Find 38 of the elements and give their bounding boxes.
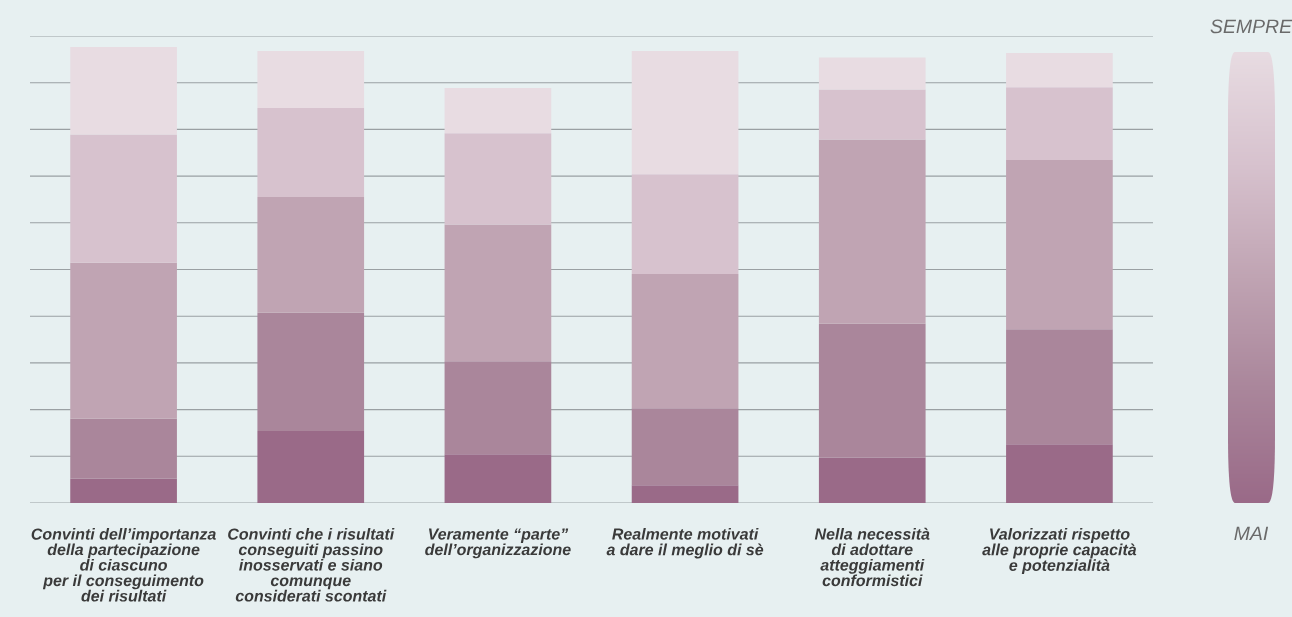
bar [444, 88, 552, 134]
bar [631, 174, 739, 275]
bar [70, 134, 177, 263]
bar [1006, 160, 1113, 330]
bar [818, 323, 926, 458]
bar [70, 418, 177, 479]
x-tick-label: Valorizzati rispetto alle proprie capacità e potenzialità [982, 528, 1137, 575]
bar [444, 133, 552, 225]
bar [818, 139, 926, 324]
bar [70, 262, 177, 419]
text: SEMPRE [1210, 19, 1292, 34]
bar [1006, 52, 1113, 88]
bar [818, 57, 926, 90]
bar [70, 47, 177, 135]
x-tick-label: Convinti che i risultati conseguiti passino inosservati e siano comunque considerati scontati [228, 528, 395, 602]
x-tick-label: Realmente motivati a dare il meglio di sè [606, 528, 764, 559]
bar [818, 457, 926, 503]
bar [1006, 87, 1113, 161]
bar [70, 478, 177, 503]
bar [444, 454, 552, 503]
bar [257, 312, 365, 431]
bar [257, 197, 365, 313]
bar [818, 89, 926, 140]
bar [631, 408, 739, 486]
bar [257, 430, 365, 503]
bar [631, 485, 739, 503]
text: MAI [1234, 526, 1269, 541]
x-tick-label: Veramente “parte” dell’organizzazione [425, 528, 571, 559]
bar [631, 274, 739, 409]
bar [631, 51, 739, 175]
bar [1006, 444, 1113, 503]
x-tick-label: Convinti dell’importanza della partecipazione di ciascuno per il conseguimento dei risultati [31, 528, 216, 602]
bar [1006, 329, 1113, 445]
bar [257, 108, 365, 198]
x-tick-label: Nella necessità di adottare atteggiamenti conformistici [814, 527, 930, 587]
bar [257, 51, 365, 109]
bar [444, 361, 552, 455]
bar [444, 224, 552, 362]
